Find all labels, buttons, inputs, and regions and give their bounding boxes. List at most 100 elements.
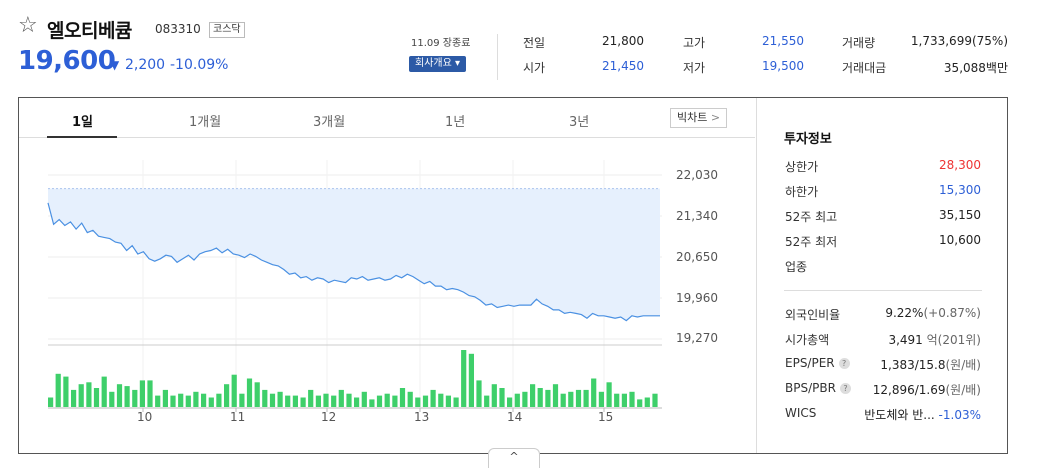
volume-value: 1,733,699(75%) (910, 34, 1008, 48)
volume-bar (384, 393, 390, 407)
volume-bar (170, 395, 176, 407)
volume-bar (338, 389, 344, 407)
tab-3year[interactable]: 3년 (569, 115, 590, 130)
volume-bar (575, 389, 582, 407)
upper-limit-value: 28,300 (939, 158, 981, 172)
volume-bar (78, 384, 84, 407)
volume-bar (292, 395, 298, 407)
volume-bar (552, 384, 559, 407)
company-overview-button[interactable]: 회사개요 ▾ (409, 56, 467, 72)
lower-limit-value: 15,300 (939, 183, 981, 197)
dropdown-icon: ▾ (455, 58, 461, 69)
volume-bar (132, 389, 138, 407)
amount-value: 35,088백만 (943, 61, 1008, 75)
y-tick: 19,270 (676, 331, 718, 345)
volume-bar (185, 395, 191, 407)
volume-bar (644, 397, 650, 407)
volume-bar (392, 395, 398, 407)
industry-label: 업종 (785, 260, 808, 274)
volume-bar (361, 391, 367, 407)
volume-bar (101, 376, 107, 407)
high-value: 21,550 (762, 34, 804, 48)
help-icon[interactable]: ? (838, 358, 850, 369)
divider (497, 34, 498, 80)
help-icon[interactable]: ? (839, 383, 851, 394)
volume-bar (499, 388, 505, 407)
volume-bar (86, 382, 92, 407)
volume-bar (285, 395, 291, 407)
volume-bar (369, 399, 375, 407)
lower-limit-label: 하한가 (785, 185, 819, 199)
x-tick: 13 (414, 410, 430, 424)
big-chart-button[interactable]: 빅차트 > (670, 108, 728, 128)
52w-low-value: 10,600 (939, 233, 981, 247)
star-icon[interactable]: ☆ (18, 13, 38, 38)
52w-low-label: 52주 최저 (785, 235, 838, 249)
volume-bar (407, 391, 413, 407)
eps-per-value: 1,383/15.8(원/배) (880, 358, 981, 372)
volume-bar (277, 391, 283, 407)
volume-bar (591, 378, 597, 407)
eps-per-label: EPS/PER? (785, 356, 850, 370)
volume-bar (629, 391, 635, 407)
volume-bar (124, 386, 130, 407)
volume-label: 거래량 (842, 36, 876, 50)
volume-bar (262, 389, 268, 407)
market-badge: 코스닥 (209, 22, 245, 38)
x-tick: 12 (321, 410, 337, 424)
prev-label: 전일 (523, 36, 546, 50)
y-tick: 21,340 (676, 209, 718, 223)
volume-bar (216, 393, 222, 407)
y-tick: 22,030 (676, 168, 718, 182)
volume-bar (468, 353, 474, 407)
volume-bar (354, 397, 360, 407)
volume-bar (48, 397, 54, 407)
expand-toggle[interactable]: ^ (488, 448, 540, 468)
tabs-divider (19, 137, 755, 138)
volume-bar (116, 384, 123, 407)
volume-bar (269, 393, 276, 407)
volume-bar (606, 382, 612, 407)
price-area (48, 188, 660, 321)
tab-3month[interactable]: 3개월 (313, 115, 346, 130)
52w-high-value: 35,150 (939, 208, 981, 222)
volume-bar (155, 395, 161, 407)
volume-bar (147, 380, 153, 407)
bps-pbr-label: BPS/PBR? (785, 381, 851, 395)
current-price: 19,600 (18, 46, 116, 76)
volume-bar (491, 384, 497, 407)
open-label: 시가 (523, 61, 546, 75)
low-label: 저가 (683, 61, 706, 75)
volume-bar (514, 393, 520, 407)
volume-bar (422, 395, 429, 407)
price-line (47, 202, 660, 322)
price-change-pct: -10.09% (170, 57, 229, 73)
volume-bar (63, 376, 69, 407)
foreign-ratio-value: 9.22%(+0.87%) (885, 306, 981, 320)
volume-bar (346, 393, 352, 407)
down-arrow-icon: ▼ (110, 58, 120, 72)
amount-label: 거래대금 (842, 61, 887, 75)
invest-info-title: 투자정보 (784, 132, 832, 147)
tab-1year[interactable]: 1년 (445, 115, 466, 130)
volume-bar (530, 384, 536, 407)
high-label: 고가 (683, 36, 706, 50)
stock-name: 엘오티베큠 (47, 20, 132, 42)
volume-bar (652, 393, 658, 407)
volume-bar (438, 393, 444, 407)
volume-bar (484, 395, 490, 407)
volume-bar (507, 397, 513, 407)
volume-bar (323, 393, 329, 407)
volume-bar (415, 397, 421, 407)
wics-value[interactable]: 반도체와 반... -1.03% (864, 408, 981, 422)
volume-bar (315, 395, 321, 407)
tab-1month[interactable]: 1개월 (189, 115, 222, 130)
volume-bar (583, 389, 589, 407)
volume-bar (300, 397, 306, 407)
prev-value: 21,800 (602, 34, 644, 48)
chevron-right-icon: > (710, 111, 721, 124)
price-change: 2,200 (125, 57, 166, 73)
volume-bar (376, 395, 383, 407)
x-tick: 10 (137, 410, 153, 424)
tab-1day[interactable]: 1일 (72, 115, 94, 130)
